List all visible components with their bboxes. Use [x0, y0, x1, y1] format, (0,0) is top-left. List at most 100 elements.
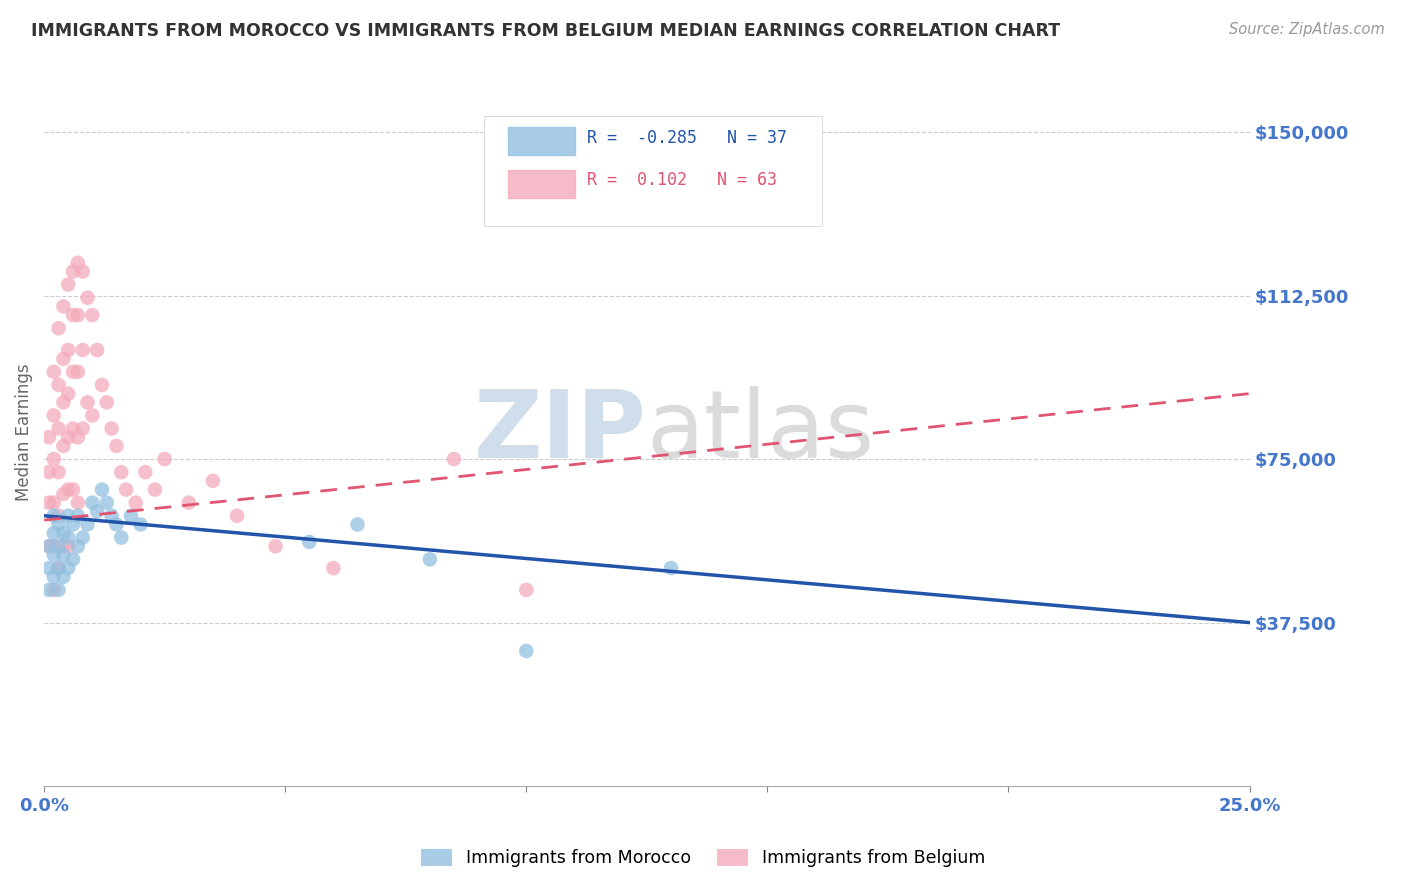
- Point: [38, 430, 60, 444]
- Point: [42, 582, 65, 597]
- Point: [38, 496, 60, 510]
- Point: [52, 351, 75, 366]
- Point: [58, 531, 80, 545]
- Point: [48, 517, 70, 532]
- Point: [86, 504, 108, 518]
- Point: [105, 439, 128, 453]
- Point: [42, 496, 65, 510]
- Point: [62, 552, 84, 566]
- Point: [58, 539, 80, 553]
- Point: [42, 409, 65, 423]
- Point: [48, 465, 70, 479]
- Point: [76, 517, 98, 532]
- Point: [515, 644, 537, 658]
- Point: [62, 483, 84, 497]
- Point: [62, 365, 84, 379]
- Point: [82, 409, 104, 423]
- Point: [42, 570, 65, 584]
- Point: [659, 561, 682, 575]
- Point: [110, 465, 132, 479]
- Point: [58, 508, 80, 523]
- Point: [100, 508, 122, 523]
- Point: [52, 439, 75, 453]
- Text: IMMIGRANTS FROM MOROCCO VS IMMIGRANTS FROM BELGIUM MEDIAN EARNINGS CORRELATION C: IMMIGRANTS FROM MOROCCO VS IMMIGRANTS FR…: [31, 22, 1060, 40]
- Point: [38, 465, 60, 479]
- Point: [76, 291, 98, 305]
- Point: [42, 508, 65, 523]
- Point: [91, 483, 114, 497]
- Point: [201, 474, 224, 488]
- Point: [110, 531, 132, 545]
- Point: [48, 561, 70, 575]
- Point: [58, 483, 80, 497]
- Point: [322, 561, 344, 575]
- Point: [346, 517, 368, 532]
- Point: [52, 395, 75, 409]
- Point: [52, 539, 75, 553]
- Point: [52, 487, 75, 501]
- Point: [153, 452, 176, 467]
- Point: [66, 496, 89, 510]
- Y-axis label: Median Earnings: Median Earnings: [15, 363, 32, 500]
- Point: [62, 517, 84, 532]
- Point: [38, 582, 60, 597]
- Point: [48, 582, 70, 597]
- Point: [48, 321, 70, 335]
- Point: [66, 256, 89, 270]
- Point: [86, 343, 108, 357]
- Point: [66, 539, 89, 553]
- Point: [42, 548, 65, 562]
- Point: [42, 526, 65, 541]
- Point: [48, 561, 70, 575]
- Point: [134, 465, 156, 479]
- Point: [38, 539, 60, 553]
- FancyBboxPatch shape: [484, 117, 821, 227]
- Text: atlas: atlas: [647, 386, 875, 478]
- Point: [48, 508, 70, 523]
- Point: [62, 264, 84, 278]
- Text: R =  -0.285   N = 37: R = -0.285 N = 37: [586, 128, 786, 146]
- Point: [58, 343, 80, 357]
- Text: Source: ZipAtlas.com: Source: ZipAtlas.com: [1229, 22, 1385, 37]
- Point: [62, 308, 84, 322]
- Bar: [508, 169, 575, 198]
- Point: [66, 308, 89, 322]
- Point: [42, 452, 65, 467]
- Point: [58, 561, 80, 575]
- Point: [58, 277, 80, 292]
- Point: [419, 552, 441, 566]
- Point: [120, 508, 142, 523]
- Point: [52, 526, 75, 541]
- Point: [96, 395, 118, 409]
- Point: [82, 496, 104, 510]
- Text: R =  0.102   N = 63: R = 0.102 N = 63: [586, 171, 776, 189]
- Point: [125, 496, 148, 510]
- Point: [91, 378, 114, 392]
- Point: [58, 430, 80, 444]
- Bar: [508, 127, 575, 155]
- Point: [96, 496, 118, 510]
- Point: [72, 264, 94, 278]
- Point: [115, 483, 138, 497]
- Point: [100, 421, 122, 435]
- Point: [48, 378, 70, 392]
- Point: [38, 561, 60, 575]
- Point: [42, 365, 65, 379]
- Point: [66, 508, 89, 523]
- Point: [72, 531, 94, 545]
- Point: [66, 365, 89, 379]
- Text: ZIP: ZIP: [474, 386, 647, 478]
- Point: [52, 570, 75, 584]
- Point: [226, 508, 249, 523]
- Point: [42, 539, 65, 553]
- Point: [52, 300, 75, 314]
- Point: [105, 517, 128, 532]
- Point: [52, 548, 75, 562]
- Point: [264, 539, 287, 553]
- Point: [515, 582, 537, 597]
- Point: [177, 496, 200, 510]
- Point: [82, 308, 104, 322]
- Point: [48, 539, 70, 553]
- Legend: Immigrants from Morocco, Immigrants from Belgium: Immigrants from Morocco, Immigrants from…: [413, 842, 993, 874]
- Point: [58, 386, 80, 401]
